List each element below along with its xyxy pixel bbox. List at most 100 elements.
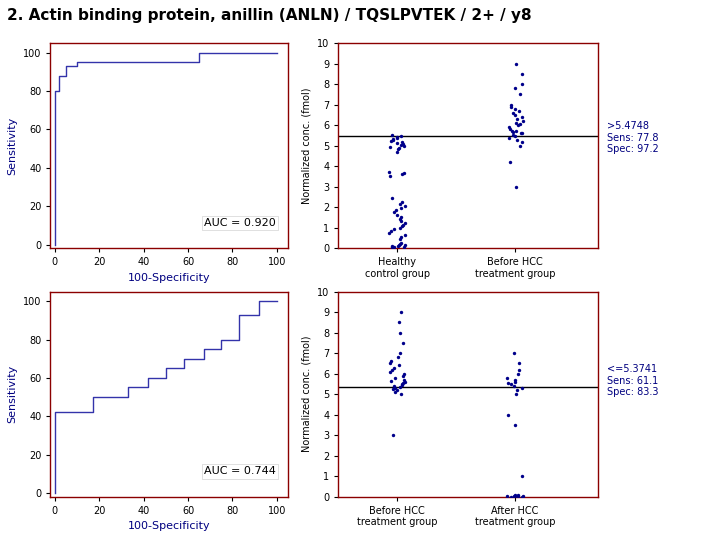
Point [508,131,519,139]
Point [515,129,526,138]
Point [394,240,405,248]
Point [395,132,407,140]
Point [384,359,396,368]
Point [505,492,517,501]
Point [387,365,398,374]
Point [388,363,400,372]
Point [397,339,409,347]
Point [509,375,521,384]
Point [513,106,524,115]
Point [509,111,521,119]
Point [389,374,400,382]
Point [394,361,405,370]
Text: <=5.3741
Sens: 61.1
Spec: 83.3: <=5.3741 Sens: 61.1 Spec: 83.3 [607,364,659,397]
Point [386,131,397,139]
Point [389,384,400,393]
Point [507,109,518,117]
Point [384,168,395,177]
Point [397,220,409,229]
Point [510,59,521,68]
Point [392,139,403,147]
Point [399,240,410,249]
Point [397,379,409,387]
Point [399,377,410,386]
Point [391,133,402,141]
Point [505,103,516,111]
Point [392,386,403,394]
Point [510,119,522,127]
Point [508,349,519,357]
Point [385,227,397,235]
Point [509,377,521,386]
Point [509,131,521,140]
Point [503,133,515,142]
Point [505,100,517,109]
Point [393,241,405,249]
Point [505,380,517,388]
Point [514,141,526,150]
Point [384,229,395,238]
Point [387,242,398,251]
Point [516,80,528,89]
Point [390,388,401,396]
Point [385,137,397,146]
Point [516,113,527,122]
Point [391,210,402,219]
Point [513,365,524,374]
Y-axis label: Normalized conc. (fmol): Normalized conc. (fmol) [302,336,312,453]
Point [396,198,408,206]
Point [399,231,410,239]
Point [395,141,407,150]
Point [513,359,525,368]
Point [510,421,521,429]
Point [510,390,522,399]
Text: 2. Actin binding protein, anillin (ANLN) / TQSLPVTEK / 2+ / y8: 2. Actin binding protein, anillin (ANLN)… [7,8,532,23]
Point [397,372,408,380]
Point [509,84,521,93]
Point [389,208,400,217]
Point [508,128,519,137]
Point [508,382,520,390]
Point [385,376,397,385]
Point [395,200,406,208]
Point [502,374,513,382]
Y-axis label: Normalized conc. (fmol): Normalized conc. (fmol) [302,87,312,204]
Point [395,204,407,213]
Point [394,383,405,391]
Point [391,134,402,143]
Point [396,381,408,389]
Point [510,127,522,136]
Y-axis label: Sensitivity: Sensitivity [7,365,17,423]
Text: AUC = 0.920: AUC = 0.920 [204,218,276,228]
Point [394,214,405,223]
Point [504,125,516,134]
Point [384,143,396,152]
Point [510,183,521,191]
Point [516,129,528,137]
Point [384,367,395,376]
Point [395,308,407,316]
Point [513,491,524,500]
Y-axis label: Sensitivity: Sensitivity [7,117,17,175]
Point [389,242,400,251]
Point [387,136,398,145]
Point [516,472,528,481]
Point [398,168,410,177]
Point [394,224,405,232]
Point [503,379,514,387]
Point [387,135,399,144]
Point [397,221,408,230]
Point [397,169,408,178]
Point [395,217,407,225]
Point [397,140,408,149]
Point [517,491,528,500]
Point [384,171,395,180]
Point [386,357,397,366]
Point [386,194,397,202]
Point [390,206,402,215]
Point [399,218,410,227]
Point [392,353,403,362]
Point [510,491,521,500]
Point [399,243,410,252]
Point [508,492,520,501]
